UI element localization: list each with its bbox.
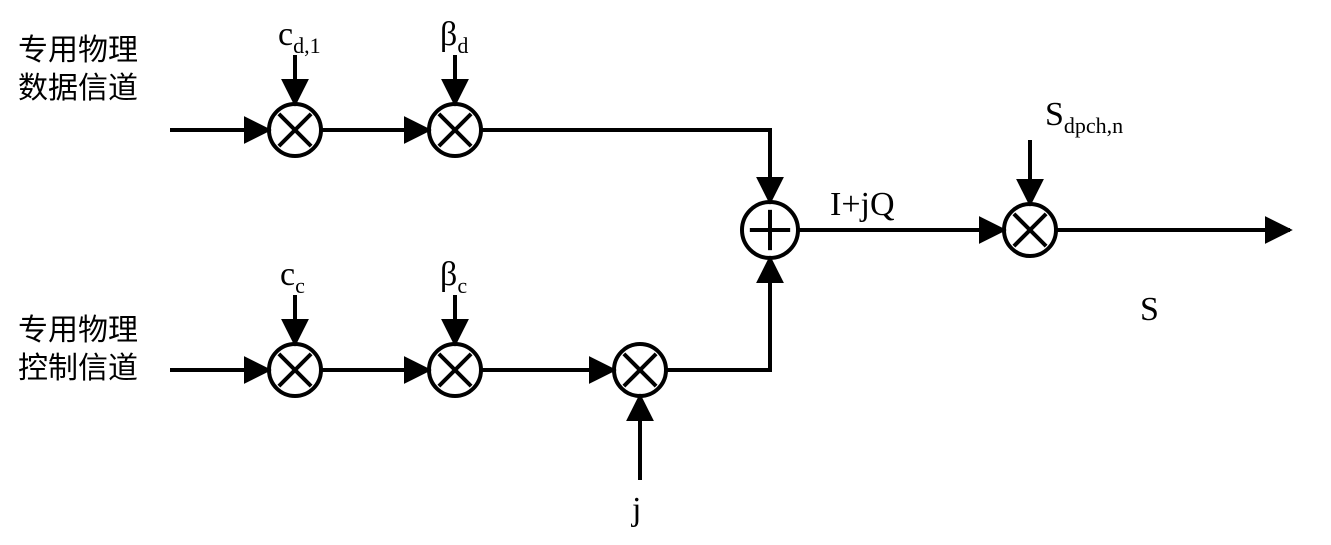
mult_top1 xyxy=(269,104,321,156)
label-input-top-1: 专用物理 xyxy=(18,34,138,67)
mult_bot1 xyxy=(269,344,321,396)
label-ijq: I+jQ xyxy=(830,186,895,223)
label-sdpch: Sdpch,n xyxy=(1045,96,1123,138)
mult_scr xyxy=(1004,204,1056,256)
label-output: S xyxy=(1140,291,1159,328)
label-betac: βc xyxy=(440,256,467,298)
polyline-1 xyxy=(666,258,770,370)
polyline-0 xyxy=(481,130,770,202)
label-j: j xyxy=(631,491,641,528)
label-betad: βd xyxy=(440,16,468,58)
label-input-top-2: 数据信道 xyxy=(18,72,138,105)
label-input-bot-1: 专用物理 xyxy=(18,314,138,347)
mult_top2 xyxy=(429,104,481,156)
label-cc: cc xyxy=(280,256,305,298)
label-cd1: cd,1 xyxy=(278,16,321,58)
mult_j xyxy=(614,344,666,396)
adder xyxy=(742,202,798,258)
label-input-bot-2: 控制信道 xyxy=(18,352,138,385)
mult_bot2 xyxy=(429,344,481,396)
